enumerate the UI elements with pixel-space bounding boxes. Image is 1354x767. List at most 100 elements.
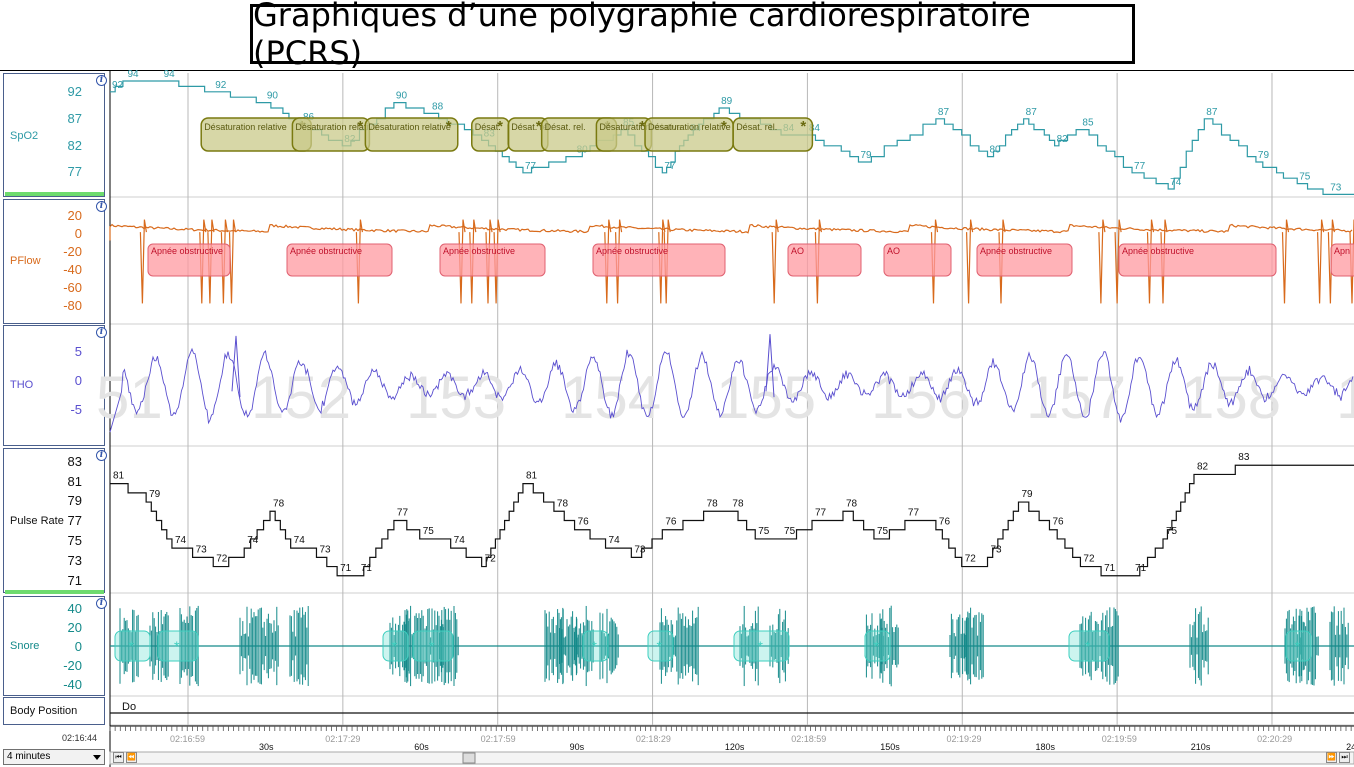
- pulse-value-label: 71: [361, 563, 373, 574]
- pulse-value-label: 74: [247, 535, 259, 546]
- event-star-marker: *: [657, 638, 663, 654]
- seconds-tick-label: 150s: [880, 742, 900, 752]
- channel-tho[interactable]: i THO 5 0 -5: [3, 325, 107, 446]
- snore-event: [647, 630, 674, 662]
- desaturation-event: [364, 117, 459, 152]
- desaturation-label: Désat. rel.: [736, 122, 777, 132]
- pflow-dip: [966, 219, 974, 304]
- clock-tick-label: 02:20:29: [1257, 734, 1292, 744]
- info-icon[interactable]: i: [96, 598, 107, 609]
- apnea-label: Apnée obstructive: [1122, 246, 1194, 256]
- pulse-value-label: 79: [1021, 489, 1033, 500]
- desaturation-event: [732, 117, 814, 152]
- desaturation-label: Désat. rel.: [511, 122, 552, 132]
- apnea-label: Apnée obstructive: [980, 246, 1052, 256]
- pulse-value-label: 78: [732, 498, 744, 509]
- channel-label-snore: Snore: [10, 640, 40, 652]
- apnea-event: [883, 243, 952, 277]
- pulse-value-label: 72: [1083, 554, 1095, 565]
- info-icon[interactable]: i: [96, 327, 107, 338]
- y-tick-label: 79: [67, 493, 82, 508]
- apnea-label: AO: [791, 246, 804, 256]
- spo2-value-label: 94: [127, 69, 139, 80]
- snore-event: [1068, 630, 1110, 662]
- y-tick-label: 81: [67, 474, 82, 489]
- horizontal-scrollbar: [109, 751, 1354, 765]
- desaturation-label: Désaturation relative: [599, 122, 682, 132]
- apnea-event: [147, 243, 231, 277]
- apnea-event: [1118, 243, 1277, 277]
- page-title-box: Graphiques d’une polygraphie cardiorespi…: [250, 0, 1135, 72]
- clock-tick-label: 02:18:29: [636, 734, 671, 744]
- zoom-select-value: 4 minutes: [7, 751, 51, 762]
- spo2-value-label: 84: [809, 123, 821, 134]
- channel-body-position[interactable]: Body Position: [3, 697, 105, 725]
- spo2-value-label: 85: [1082, 118, 1094, 129]
- clock-tick-label: 02:16:59: [170, 734, 205, 744]
- y-tick-label: -40: [63, 262, 82, 277]
- channel-pflow[interactable]: i PFlow 20 0 -20 -40 -60 -80: [3, 199, 107, 324]
- spo2-value-label: 74: [1170, 177, 1182, 188]
- spo2-value-label: 73: [1330, 182, 1342, 193]
- snore-event: [157, 630, 199, 662]
- pulse-value-label: 75: [784, 526, 796, 537]
- pulse-value-label: 74: [609, 535, 621, 546]
- channel-label-spo2: SpO2: [10, 130, 39, 142]
- y-tick-label: -60: [63, 280, 82, 295]
- pulse-value-label: 81: [526, 471, 538, 482]
- snore-event: [582, 630, 609, 662]
- page-title: Graphiques d’une polygraphie cardiorespi…: [253, 0, 1031, 72]
- pulse-value-label: 74: [175, 535, 187, 546]
- event-star-marker: *: [429, 638, 435, 654]
- pulse-value-label: 72: [485, 554, 497, 565]
- pflow-dip: [1317, 219, 1325, 304]
- epoch-number: 154: [561, 364, 661, 431]
- pulse-value-label: 76: [665, 517, 677, 528]
- pulse-value-label: 73: [196, 544, 208, 555]
- clock-tick-label: 02:19:59: [1102, 734, 1137, 744]
- apnea-event: [976, 243, 1073, 277]
- snore-event: [864, 630, 891, 662]
- y-tick-label: 92: [67, 84, 82, 99]
- spo2-value-label: 90: [267, 91, 279, 102]
- event-star-marker: *: [536, 118, 542, 135]
- pulse-value-label: 77: [908, 508, 920, 519]
- y-tick-label: 20: [67, 620, 82, 635]
- first-page-button[interactable]: ⏮: [113, 752, 124, 763]
- desaturation-label: Désaturation relative: [204, 122, 287, 132]
- pulse-trace: [110, 464, 1354, 577]
- channel-label-pulse-rate: Pulse Rate: [10, 515, 64, 527]
- channel-label-tho: THO: [10, 379, 34, 391]
- clock-tick-label: 02:17:59: [481, 734, 516, 744]
- y-tick-label: 0: [74, 639, 82, 654]
- y-tick-label: 5: [74, 344, 82, 359]
- pflow-dip: [1114, 219, 1122, 304]
- pulse-value-label: 82: [1197, 461, 1209, 472]
- apnea-label: Apnée obstructive: [290, 246, 362, 256]
- event-star-marker: *: [592, 638, 598, 654]
- apnea-label: Apnée obstructive: [151, 246, 223, 256]
- previous-page-button[interactable]: ⏪: [126, 752, 137, 763]
- y-tick-label: -20: [63, 658, 82, 673]
- last-page-button[interactable]: ⏭: [1339, 752, 1350, 763]
- clock-tick-label: 02:19:29: [947, 734, 982, 744]
- apnea-event: [787, 243, 862, 277]
- seconds-tick-label: 180s: [1036, 742, 1056, 752]
- channel-spo2[interactable]: i SpO2 92 87 82 77: [3, 73, 107, 197]
- start-time: 02:16:44: [62, 733, 98, 743]
- epoch-number: 153: [406, 364, 506, 431]
- zoom-select[interactable]: 4 minutes: [3, 749, 105, 765]
- channel-snore[interactable]: i Snore 40 20 0 -20 -40: [3, 596, 107, 696]
- apnea-event: [439, 243, 546, 277]
- spo2-value-label: 80: [990, 145, 1002, 156]
- spo2-value-label: 79: [860, 150, 872, 161]
- info-icon[interactable]: i: [96, 75, 107, 86]
- info-icon[interactable]: i: [96, 450, 107, 461]
- info-icon[interactable]: i: [96, 201, 107, 212]
- pulse-value-label: 78: [846, 498, 858, 509]
- next-page-button[interactable]: ⏩: [1326, 752, 1337, 763]
- apnea-label: Apnée obstructive: [443, 246, 515, 256]
- epoch-number: 158: [1181, 364, 1281, 431]
- pulse-value-label: 72: [965, 554, 977, 565]
- channel-pulse-rate[interactable]: i Pulse Rate 83 81 79 77 75 73 71: [3, 448, 107, 593]
